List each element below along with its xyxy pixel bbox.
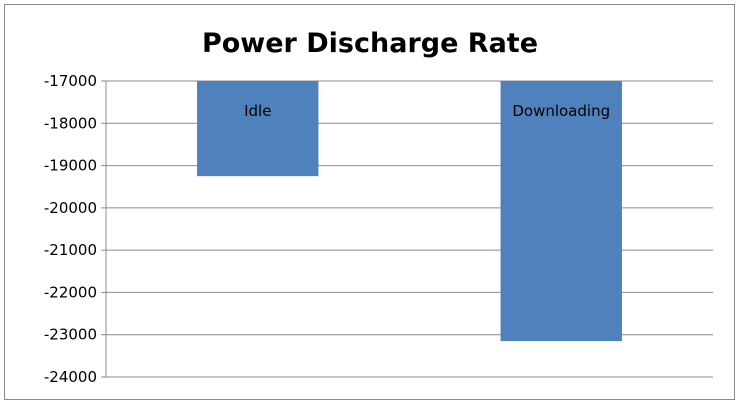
y-tick-label: -22000	[44, 283, 97, 301]
y-tick-label: -24000	[44, 368, 97, 386]
y-axis-ticks: -17000 -18000 -19000 -20000 -21000 -22000 -230…	[44, 72, 106, 386]
bar-downloading	[500, 81, 622, 342]
category-label: Idle	[244, 102, 271, 120]
y-tick-label: -18000	[44, 114, 97, 132]
bars: Idle Downloading	[197, 81, 622, 342]
y-tick-label: -21000	[44, 241, 97, 259]
chart-title: Power Discharge Rate	[202, 28, 538, 59]
y-tick-label: -17000	[44, 72, 97, 90]
y-tick-label: -19000	[44, 157, 97, 175]
bar-idle	[197, 81, 319, 177]
y-tick-label: -23000	[44, 326, 97, 344]
y-tick-label: -20000	[44, 199, 97, 217]
category-label: Downloading	[512, 102, 610, 120]
